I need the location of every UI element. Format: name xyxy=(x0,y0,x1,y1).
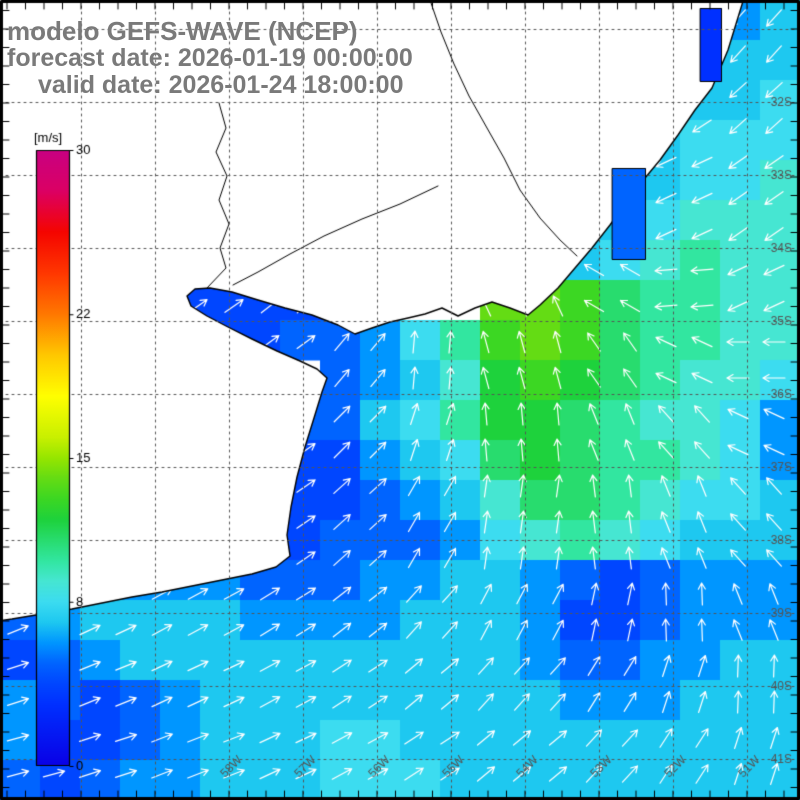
forecast-date-label: forecast date: 2026-01-19 00:00:00 xyxy=(7,44,413,72)
model-title: modelo GEFS-WAVE (NCEP) xyxy=(7,16,358,46)
valid-date-label: valid date: 2026-01-24 18:00:00 xyxy=(38,71,404,99)
